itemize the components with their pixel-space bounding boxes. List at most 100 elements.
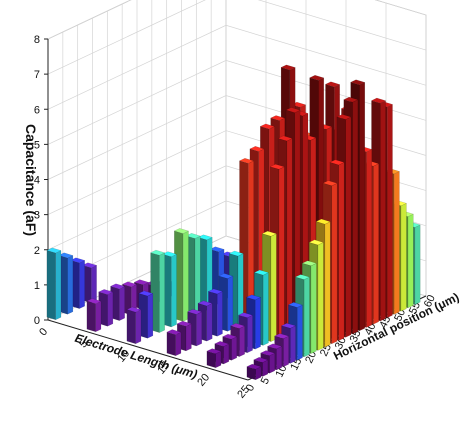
bar-front: [147, 293, 154, 339]
bar-top: [246, 363, 262, 370]
z-tick-label: 60: [422, 293, 438, 309]
bar-top: [270, 115, 286, 121]
y-tick-label: 2: [34, 245, 40, 257]
bar-front: [352, 99, 359, 335]
bar-top: [237, 312, 254, 318]
bar: [166, 329, 182, 357]
bar-top: [46, 247, 62, 254]
bar-top: [207, 288, 224, 295]
bar-top: [187, 308, 203, 315]
bar-front: [171, 253, 177, 328]
bar-front: [283, 335, 289, 368]
y-tick-label: 0: [34, 315, 40, 327]
bar-top: [126, 306, 142, 313]
y-tick-label: 5: [34, 139, 40, 151]
x-axis-line: [47, 319, 249, 381]
y-tick-label: 6: [34, 104, 40, 116]
x-tick-label: 0: [37, 326, 50, 338]
bar-top: [315, 218, 331, 225]
bar-front: [79, 260, 85, 309]
bar-front: [310, 262, 317, 354]
bar-top: [70, 257, 86, 264]
bar-front: [278, 166, 285, 339]
bar-front: [407, 213, 414, 309]
bar-front: [91, 264, 97, 304]
bar-top: [110, 283, 126, 290]
bar-front: [324, 221, 331, 348]
bar-front: [175, 331, 182, 357]
bar-side: [166, 331, 176, 357]
bar-top: [249, 146, 265, 152]
bar: [126, 306, 142, 345]
bar-front: [107, 291, 114, 327]
bar-front: [67, 255, 74, 315]
y-tick-label: 3: [34, 210, 40, 222]
bar-front: [373, 163, 379, 325]
bar-front: [247, 314, 253, 354]
y-tick-label: 1: [34, 280, 40, 292]
bar-front: [338, 162, 345, 341]
bar-front: [135, 309, 142, 345]
bar: [206, 348, 222, 369]
bar-front: [303, 276, 310, 358]
bar-top: [238, 158, 255, 164]
bar-top: [336, 114, 352, 120]
bar-front: [366, 149, 372, 328]
bar-top: [161, 251, 178, 257]
bar-top: [166, 329, 182, 335]
bar-top: [280, 322, 297, 329]
bar-top: [214, 341, 230, 347]
bar-top: [230, 323, 246, 329]
bar-front: [216, 291, 223, 337]
bar-front: [215, 350, 222, 369]
bar-top: [324, 81, 341, 88]
bar: [46, 247, 62, 321]
bar-front: [262, 359, 269, 377]
bar-front: [276, 346, 282, 371]
bar-front: [206, 303, 213, 342]
bar-top: [261, 230, 277, 237]
bar-side: [126, 309, 136, 345]
bar-side: [86, 300, 96, 333]
bar-front: [414, 224, 421, 305]
bar-front: [262, 272, 269, 346]
bar-front: [223, 343, 230, 365]
bar-front: [185, 323, 192, 352]
bar-top: [350, 79, 366, 86]
bar-top: [260, 350, 276, 356]
bar-front: [254, 297, 261, 350]
bar-top: [253, 269, 270, 276]
y-axis-label: Capacitance (aF): [23, 124, 39, 236]
bar-front: [196, 311, 203, 347]
bar-top: [370, 97, 387, 104]
bar-top: [222, 333, 238, 340]
bar: [246, 363, 262, 381]
bar-top: [308, 239, 324, 246]
bar-top: [274, 333, 290, 339]
bar-top: [322, 180, 338, 187]
y-tick-label: 4: [34, 175, 40, 187]
bar-front: [119, 286, 125, 321]
bar-top: [267, 343, 283, 350]
bar-front: [345, 116, 352, 338]
bar-top: [287, 302, 304, 308]
bar-front: [359, 82, 365, 332]
bar-top: [98, 289, 114, 295]
bar-top: [197, 300, 213, 307]
bar-top: [150, 249, 166, 256]
bar-front: [387, 104, 393, 319]
bar-top: [58, 252, 74, 259]
bar: [86, 298, 102, 333]
bar-side: [206, 350, 216, 369]
bar-top: [121, 281, 138, 288]
bar-top: [185, 233, 201, 239]
x-tick-label: 20: [195, 372, 212, 389]
bar-front: [159, 252, 165, 333]
bar-top: [253, 357, 269, 363]
bar-top: [197, 234, 213, 241]
bar-top: [176, 320, 192, 327]
bar-top: [86, 298, 102, 304]
bar-top: [228, 250, 244, 257]
